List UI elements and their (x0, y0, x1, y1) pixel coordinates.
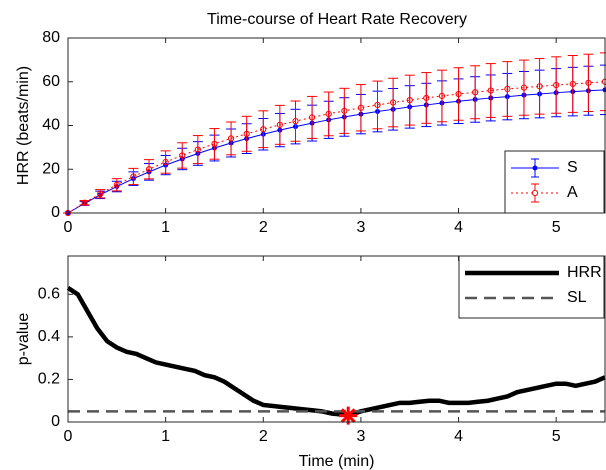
series-line (66, 286, 606, 417)
error-bar (470, 65, 481, 120)
x-tick-label: 1 (161, 219, 170, 236)
legend: HRR SL (458, 255, 605, 319)
point (520, 84, 528, 91)
x-tick-label: 5 (552, 219, 561, 236)
point (374, 101, 381, 109)
point (211, 140, 218, 147)
legend-label: A (567, 184, 578, 201)
x-tick-label: 4 (454, 428, 463, 445)
legend-swatch (532, 165, 538, 171)
highlight-stroke (340, 408, 356, 424)
y-tick-label: 0.4 (38, 328, 60, 345)
x-tick-label: 5 (552, 428, 561, 445)
y-tick-label: 0.6 (38, 286, 60, 303)
point (487, 87, 494, 94)
chart-title: Time-course of Heart Rate Recovery (207, 11, 467, 28)
point (423, 94, 430, 102)
y-tick-label: 0.2 (38, 371, 60, 388)
point (227, 135, 235, 142)
legend-label: SL (567, 289, 587, 306)
point (194, 146, 201, 153)
error-bar (128, 167, 139, 186)
point (276, 121, 283, 128)
legend-box (458, 255, 605, 319)
error-bar (534, 58, 545, 115)
point (357, 104, 365, 111)
y-tick-label: 60 (42, 73, 60, 90)
point (504, 85, 511, 93)
point (292, 118, 299, 125)
legend-label: S (567, 159, 578, 176)
error-bar (518, 59, 529, 116)
series (66, 286, 606, 417)
error-bar (258, 110, 269, 149)
x-tick-label: 4 (454, 219, 463, 236)
point (113, 181, 120, 188)
y-axis-label: p-value (15, 313, 32, 366)
y-tick-label: 0 (51, 204, 60, 221)
x-tick-label: 2 (259, 219, 268, 236)
point (162, 158, 169, 166)
point (325, 110, 332, 118)
point (145, 166, 153, 173)
point (308, 114, 316, 121)
error-bar (144, 159, 155, 180)
point (341, 107, 348, 114)
point (472, 89, 479, 96)
point (179, 152, 186, 159)
axes-box (67, 37, 606, 214)
point (585, 79, 592, 86)
error-bar (583, 53, 594, 112)
series (63, 52, 606, 217)
x-axis-label: Time (min) (299, 453, 375, 470)
error-bar (209, 128, 220, 160)
error-bar (177, 142, 188, 169)
legend-label: HRR (567, 264, 602, 281)
error-bar (485, 63, 496, 118)
error-bar (355, 84, 366, 132)
series-line (67, 81, 606, 214)
error-bar (307, 95, 318, 139)
y-tick-label: 20 (42, 160, 60, 177)
error-bar (421, 72, 432, 124)
x-tick-label: 1 (161, 428, 170, 445)
error-bar (192, 135, 203, 165)
point (553, 81, 560, 89)
y-tick-label: 80 (42, 29, 60, 46)
point (260, 126, 267, 133)
y-tick-label: 0 (51, 413, 60, 430)
point (455, 90, 462, 98)
error-bar (226, 121, 237, 156)
point (130, 173, 137, 180)
legend: SA (504, 150, 605, 214)
y-axis-label: HRR (beats/min) (15, 66, 32, 185)
point (536, 83, 543, 90)
series-line (67, 89, 606, 214)
error-bar (404, 74, 415, 126)
x-tick-label: 2 (259, 428, 268, 445)
point (243, 130, 250, 137)
point (406, 97, 413, 104)
point (97, 190, 104, 197)
point (390, 99, 397, 106)
x-tick-label: 0 (64, 219, 73, 236)
point (81, 199, 88, 206)
x-tick-label: 3 (356, 219, 365, 236)
legend-box (504, 150, 605, 214)
point (438, 92, 446, 100)
legend-swatch (531, 189, 539, 197)
point (569, 80, 576, 88)
x-tick-label: 0 (64, 428, 73, 445)
y-tick-label: 40 (42, 117, 60, 134)
axes-box (67, 255, 606, 423)
x-tick-label: 3 (356, 428, 365, 445)
